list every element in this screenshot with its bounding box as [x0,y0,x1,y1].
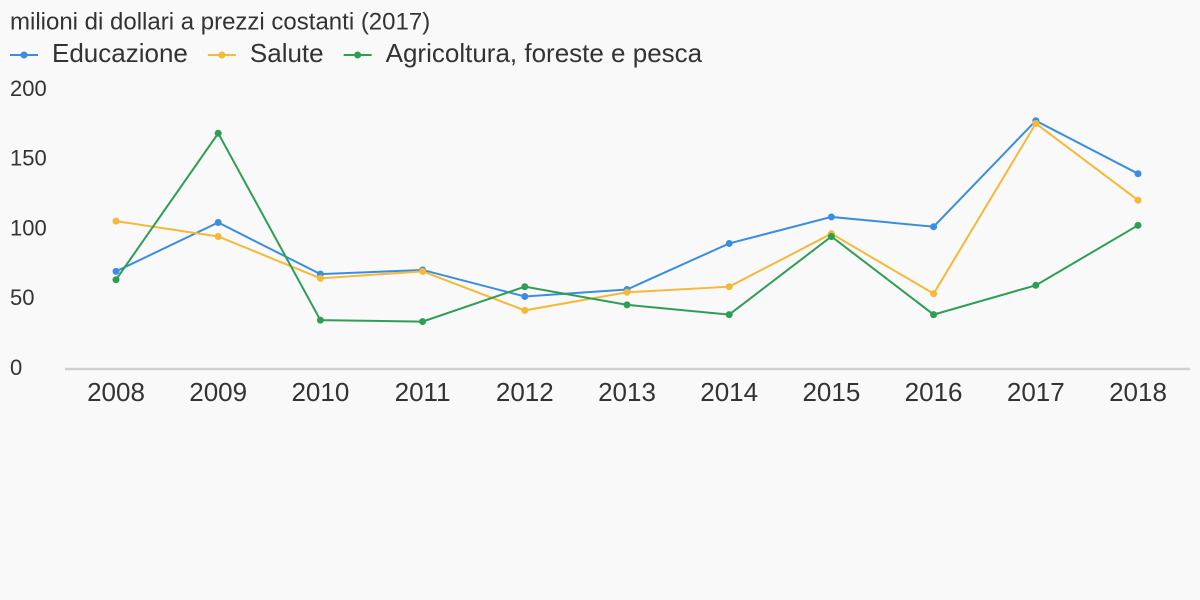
y-tick-label: 50 [10,285,34,310]
legend-marker [20,51,28,59]
legend-marker [218,51,226,59]
data-point [827,213,835,221]
data-point [827,232,835,240]
y-tick-label: 0 [10,355,22,380]
data-point [623,301,631,309]
y-tick-label: 100 [10,215,47,240]
x-tick-label: 2013 [598,377,656,407]
data-point [1134,221,1142,229]
data-point [1032,119,1040,127]
data-point [521,292,529,300]
data-point [214,129,222,137]
data-point [112,267,120,275]
x-tick-label: 2008 [87,377,145,407]
x-tick-label: 2016 [905,377,963,407]
data-point [1134,196,1142,204]
x-tick-label: 2018 [1109,377,1167,407]
data-point [930,311,938,319]
data-point [419,318,427,326]
legend-label: Agricoltura, foreste e pesca [386,38,703,68]
data-point [930,290,938,298]
data-point [112,217,120,225]
data-point [521,283,529,291]
legend-label: Salute [250,38,324,68]
legend-label: Educazione [52,38,188,68]
data-point [112,276,120,284]
x-tick-label: 2009 [189,377,247,407]
data-point [930,223,938,231]
x-tick-label: 2011 [395,377,451,407]
data-point [214,219,222,227]
data-point [316,274,324,282]
data-point [725,311,733,319]
x-tick-label: 2015 [802,377,860,407]
x-tick-label: 2014 [700,377,758,407]
y-tick-label: 150 [10,146,47,171]
y-tick-label: 200 [10,76,47,101]
data-point [725,239,733,247]
data-point [214,232,222,240]
x-tick-label: 2012 [496,377,554,407]
chart-title: milioni di dollari a prezzi costanti (20… [10,8,430,35]
x-tick-label: 2017 [1007,377,1065,407]
data-point [521,306,529,314]
x-tick-label: 2010 [291,377,349,407]
data-point [1032,281,1040,289]
data-point [623,288,631,296]
data-point [316,316,324,324]
data-point [725,283,733,291]
data-point [419,267,427,275]
legend-marker [354,51,362,59]
data-point [1134,170,1142,178]
